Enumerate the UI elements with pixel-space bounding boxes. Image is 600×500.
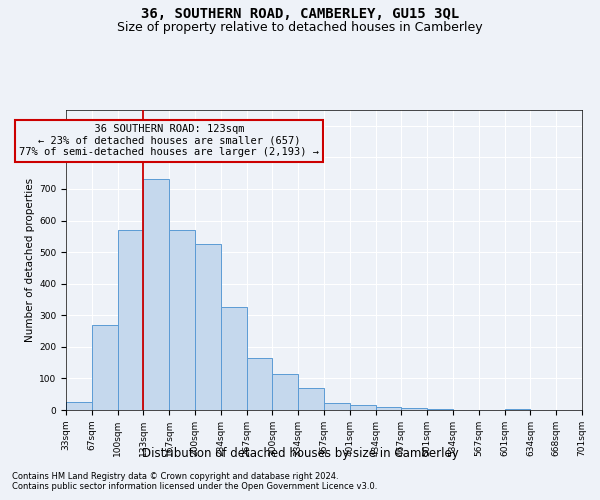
Text: Contains HM Land Registry data © Crown copyright and database right 2024.: Contains HM Land Registry data © Crown c…	[12, 472, 338, 481]
Text: Size of property relative to detached houses in Camberley: Size of property relative to detached ho…	[117, 21, 483, 34]
Y-axis label: Number of detached properties: Number of detached properties	[25, 178, 35, 342]
Text: Distribution of detached houses by size in Camberley: Distribution of detached houses by size …	[142, 448, 458, 460]
Bar	[118, 230, 143, 410]
Bar	[195, 244, 221, 410]
Bar	[92, 324, 118, 410]
Bar	[143, 180, 169, 410]
Text: 36, SOUTHERN ROAD, CAMBERLEY, GU15 3QL: 36, SOUTHERN ROAD, CAMBERLEY, GU15 3QL	[141, 8, 459, 22]
Bar	[350, 406, 376, 410]
Bar	[298, 388, 324, 410]
Text: Contains public sector information licensed under the Open Government Licence v3: Contains public sector information licen…	[12, 482, 377, 491]
Bar	[427, 409, 453, 410]
Bar	[169, 230, 195, 410]
Bar	[324, 403, 350, 410]
Bar	[66, 402, 92, 410]
Bar	[376, 408, 401, 410]
Bar	[272, 374, 298, 410]
Text: 36 SOUTHERN ROAD: 123sqm  
← 23% of detached houses are smaller (657)
77% of sem: 36 SOUTHERN ROAD: 123sqm ← 23% of detach…	[19, 124, 319, 158]
Bar	[247, 358, 272, 410]
Bar	[221, 308, 247, 410]
Bar	[401, 408, 427, 410]
